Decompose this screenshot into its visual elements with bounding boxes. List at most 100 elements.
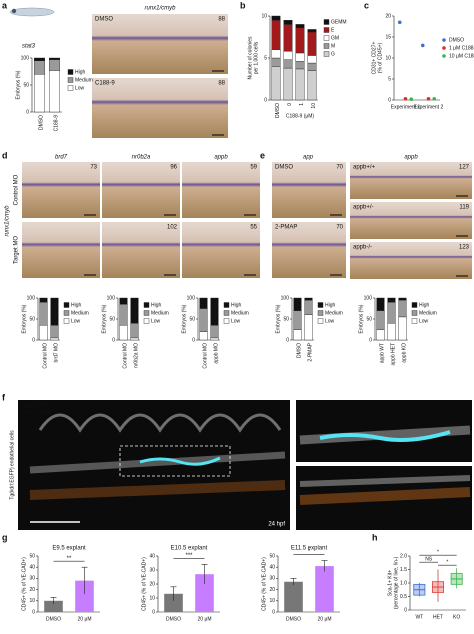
y-tick-label: 100 — [107, 295, 116, 301]
legend-swatch — [67, 69, 74, 75]
gene-label: app — [303, 155, 314, 161]
legend-label: 10 μM C188-9 — [449, 53, 474, 59]
y-tick-label: 0 — [272, 609, 275, 615]
chart-title: E9.5 explant — [52, 546, 86, 552]
bar-segment — [398, 299, 407, 318]
x-tick-label: Control MO — [122, 343, 128, 369]
bar-segment — [50, 337, 59, 341]
x-tick-label: KO — [453, 614, 460, 620]
x-tick-label: DMSO — [166, 616, 181, 622]
legend-label: Low — [71, 318, 81, 324]
legend-swatch — [63, 302, 70, 308]
y-tick-label: 50 — [29, 553, 35, 559]
bar-segment — [271, 66, 281, 101]
y-axis-label: per 1,000 cells — [253, 41, 259, 74]
zoom-vessel — [299, 475, 471, 487]
bar-segment — [387, 323, 396, 341]
y-tick-label: 10 — [261, 13, 267, 19]
y-tick-label: 30 — [269, 576, 275, 582]
y-tick-label: 5 — [388, 76, 391, 82]
legend-label: High — [71, 302, 82, 308]
bar-segment — [283, 67, 293, 101]
micrograph — [182, 162, 260, 218]
bar-segment — [307, 55, 317, 64]
legend-swatch — [67, 77, 74, 83]
legend-swatch — [323, 19, 330, 25]
y-tick-label: 10 — [385, 55, 391, 61]
y-tick-label: 0.5 — [400, 594, 407, 600]
legend-swatch — [223, 310, 230, 316]
bar-segment — [119, 304, 128, 326]
tile-label: appb+/+ — [353, 165, 376, 171]
tile-count: 88 — [218, 81, 225, 87]
y-tick-label: 100 — [187, 295, 196, 301]
x-tick-label: appb HET — [390, 343, 396, 366]
bar-segment — [307, 29, 317, 33]
legend-label: GM — [331, 35, 339, 41]
y-tick-label: 30 — [29, 576, 35, 582]
tile-label: C188-9 — [95, 81, 115, 87]
tile-count: 70 — [336, 165, 343, 171]
bar-segment — [283, 24, 293, 52]
y-tick-label: 0 — [388, 97, 391, 103]
bar-segment — [210, 325, 219, 339]
y-axis-label: CD45+ (% of VE-CAD+) — [21, 557, 27, 611]
x-tick-label: appb MO — [213, 343, 219, 364]
y-tick-label: 0 — [369, 337, 372, 343]
micrograph — [350, 242, 472, 279]
row-label: Target MO — [14, 236, 20, 264]
bar — [284, 581, 303, 612]
legend-swatch — [411, 302, 418, 308]
panel-label: g — [2, 532, 8, 542]
tile-count: 88 — [218, 17, 225, 23]
y-tick-label: 50 — [189, 316, 195, 322]
y-tick-label: 10 — [269, 598, 275, 604]
y-tick-label: 50 — [283, 316, 289, 322]
bar-segment — [307, 31, 317, 56]
legend-label: Low — [151, 318, 161, 324]
bar-segment — [50, 297, 59, 326]
bar-segment — [398, 297, 407, 301]
bar-segment — [307, 62, 317, 71]
tile-label: DMSO — [275, 165, 293, 171]
legend-swatch — [223, 318, 230, 324]
stain-title: runx1/cmyb — [144, 6, 176, 12]
bar-segment — [398, 316, 407, 341]
y-tick-label: 100 — [21, 55, 30, 61]
x-tick-label: 20 μM — [318, 616, 332, 622]
y-tick-label: 20 — [385, 13, 391, 19]
tile-count: 127 — [459, 165, 470, 171]
y-tick-label: 0 — [404, 607, 407, 613]
y-tick-label: 50 — [269, 553, 275, 559]
y-tick-label: 40 — [149, 553, 155, 559]
legend-swatch — [323, 27, 330, 33]
significance: * — [437, 549, 439, 555]
dot — [420, 43, 425, 48]
row-label: Control MO — [14, 174, 20, 205]
gene-label: appb — [214, 155, 228, 161]
y-tick-label: 1.0 — [400, 580, 407, 586]
x-tick-label: Control MO — [42, 343, 48, 369]
zoom-box — [119, 445, 231, 477]
bar-segment — [283, 51, 293, 60]
bar-segment — [295, 27, 305, 54]
y-axis-label: CD31+ CD27+ — [371, 42, 377, 75]
y-tick-label: 0 — [152, 609, 155, 615]
y-tick-label: 2.0 — [400, 553, 407, 559]
bar-segment — [34, 57, 45, 61]
bar-segment — [34, 60, 45, 75]
tile-count: 119 — [459, 205, 469, 211]
y-tick-label: 20 — [269, 587, 275, 593]
micrograph — [182, 222, 260, 278]
y-tick-label: 0 — [26, 109, 29, 115]
gene-label: nr0b2a — [132, 155, 151, 161]
y-tick-label: 15 — [385, 34, 391, 40]
y-tick-label: 10 — [29, 598, 35, 604]
bar-segment — [39, 325, 48, 341]
bar-segment — [130, 337, 139, 341]
y-tick-label: 50 — [29, 316, 35, 322]
vessels — [38, 413, 282, 433]
chart-title: E11.5 explant — [291, 546, 328, 552]
micrograph — [102, 162, 180, 218]
gene-label: brd7 — [55, 155, 68, 161]
